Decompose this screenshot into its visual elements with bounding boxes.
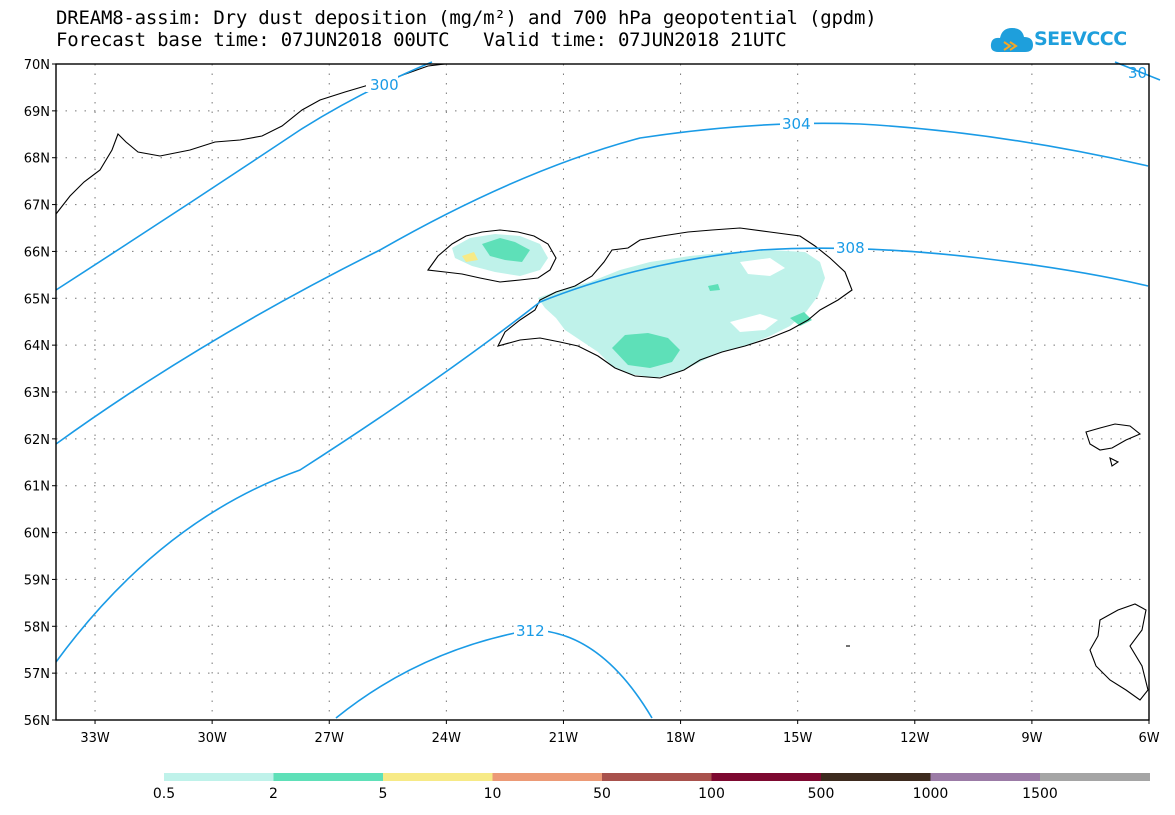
lat-tick-label: 59N (24, 573, 50, 588)
colorbar-swatch (273, 773, 384, 781)
seevccc-logo: SEEVCCC (990, 22, 1127, 58)
colorbar-label: 2 (269, 786, 278, 802)
axis-ticks (52, 63, 1150, 724)
contour-304 (55, 122, 1149, 445)
lat-tick-label: 68N (24, 152, 50, 167)
coastline-scotland (1089, 603, 1149, 701)
contour-label-300: 300 (370, 76, 399, 94)
lon-tick-label: 30W (197, 731, 227, 746)
lat-tick-label: 56N (24, 714, 50, 729)
dust-area-high (462, 252, 478, 262)
contour-label-300-east: 30 (1128, 64, 1147, 82)
dust-area-medium-4 (708, 284, 720, 291)
lat-tick-label: 65N (24, 292, 50, 307)
contour-308 (55, 247, 1149, 663)
chart-subtitle: Forecast base time: 07JUN2018 00UTC Vali… (56, 29, 787, 51)
lat-tick-label: 70N (24, 58, 50, 73)
coastline-faroe (1085, 423, 1142, 467)
lat-tick-label: 64N (24, 339, 50, 354)
latitude-labels: 70N 69N 68N 67N 66N 65N 64N 63N 62N 61N 60N 59N 58N 5… (24, 58, 50, 729)
gridlines (56, 64, 1149, 720)
colorbar-swatch (492, 773, 603, 781)
coastlines (55, 63, 1149, 701)
colorbar-label: 100 (698, 786, 725, 802)
lon-tick-label: 12W (900, 731, 930, 746)
colorbar-swatch (164, 773, 274, 781)
lat-tick-label: 61N (24, 480, 50, 495)
dust-area-medium-3 (790, 312, 812, 326)
coastline-greenland (55, 63, 446, 215)
lat-tick-label: 58N (24, 620, 50, 635)
colorbar-label: 1000 (912, 786, 949, 802)
colorbar-swatch (1040, 773, 1150, 781)
lat-tick-label: 60N (24, 527, 50, 542)
dust-area-light (538, 250, 825, 378)
colorbar-label: 5 (378, 786, 388, 802)
coastline-westfjords (427, 229, 557, 283)
contour-312 (335, 629, 653, 719)
contour-label-312: 312 (516, 622, 545, 640)
map-frame (55, 63, 1150, 721)
lon-tick-label: 21W (549, 731, 579, 746)
colorbar-swatch (602, 773, 712, 781)
lon-tick-label: 18W (666, 731, 696, 746)
colorbar-label: 500 (807, 786, 835, 802)
lat-tick-label: 62N (24, 433, 50, 448)
chart-title: DREAM8-assim: Dry dust deposition (mg/m²… (56, 7, 877, 29)
dust-shading (452, 234, 825, 378)
lat-tick-label: 67N (24, 199, 50, 214)
contour-label-304: 304 (782, 115, 811, 133)
colorbar-label: 10 (483, 786, 502, 802)
colorbar-swatch (821, 773, 931, 781)
geopotential-contours (55, 61, 1161, 719)
lat-tick-label: 66N (24, 245, 50, 260)
dust-area-medium-1 (612, 333, 680, 368)
contour-labels: 300 304 308 312 30 (366, 64, 1147, 640)
colorbar-swatch (930, 773, 1041, 781)
lat-tick-label: 63N (24, 386, 50, 401)
lon-tick-label: 15W (783, 731, 813, 746)
coastline-iceland (496, 227, 853, 379)
dust-gap-2 (740, 258, 785, 276)
colorbar-swatch (383, 773, 493, 781)
longitude-labels: 33W 30W 27W 24W 21W 18W 15W 12W 9W 6W (80, 731, 1159, 746)
colorbar-label: 1500 (1022, 786, 1058, 802)
colorbar (164, 773, 1150, 781)
colorbar-swatch (711, 773, 822, 781)
cloud-icon (990, 28, 1033, 52)
contour-300 (55, 61, 433, 291)
lon-tick-label: 24W (432, 731, 462, 746)
lat-tick-label: 57N (24, 667, 50, 682)
contour-label-308: 308 (836, 239, 865, 257)
lon-tick-label: 9W (1021, 731, 1042, 746)
dust-gap-1 (730, 314, 778, 332)
colorbar-label: 0.5 (152, 786, 176, 802)
lon-tick-label: 27W (315, 731, 345, 746)
lat-tick-label: 69N (24, 105, 50, 120)
logo-text: SEEVCCC (1034, 28, 1127, 50)
colorbar-label: 50 (593, 786, 611, 802)
dust-area-medium-2 (482, 238, 530, 262)
lon-tick-label: 6W (1138, 731, 1159, 746)
lon-tick-label: 33W (80, 731, 110, 746)
